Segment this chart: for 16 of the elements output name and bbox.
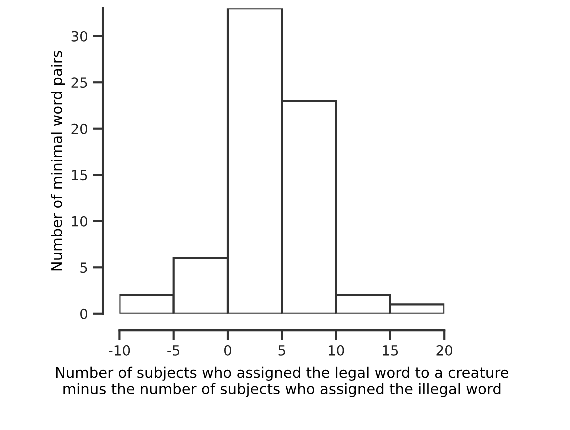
x-tick-label: 10 (328, 345, 344, 356)
x-tick-label: 0 (224, 345, 232, 356)
y-tick-label: 30 (72, 31, 88, 42)
x-tick-label: -5 (168, 346, 180, 356)
y-tick-label: 20 (72, 124, 88, 134)
x-tick-label: -10 (109, 345, 130, 356)
y-tick-label: 15 (72, 170, 88, 181)
x-tick-label: 20 (436, 345, 453, 356)
y-tick-label: 5 (80, 262, 88, 274)
x-axis-title: Number of subjects who assigned the legal word to a creature minus the number of subjects who assigned the illegal word (56, 366, 509, 398)
y-axis-title: Number of minimal word pairs (51, 51, 66, 271)
y-tick-label: 10 (72, 216, 88, 227)
x-tick-label: 15 (383, 346, 398, 356)
x-tick-label: 5 (278, 346, 286, 356)
y-tick-label: 0 (80, 308, 88, 320)
y-tick-label: 25 (72, 78, 88, 88)
